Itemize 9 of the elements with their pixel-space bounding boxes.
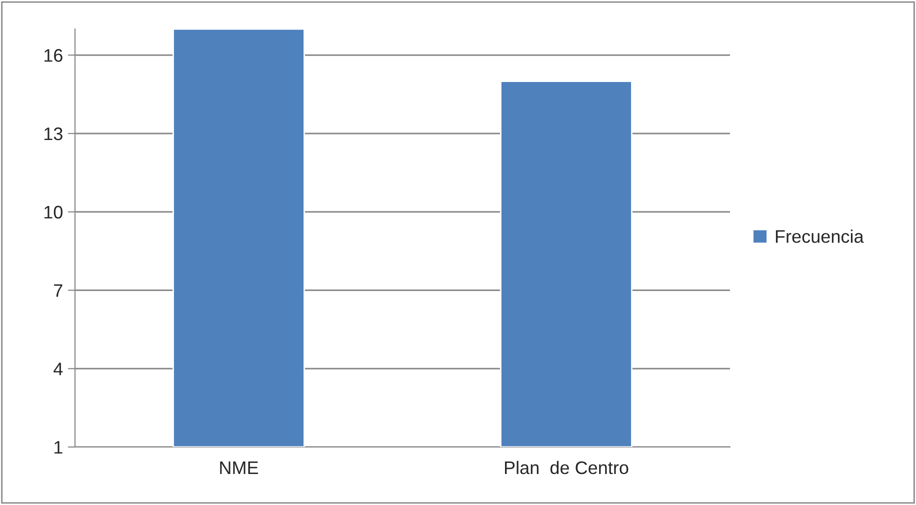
- legend-label: Frecuencia: [776, 230, 864, 243]
- x-tick-label: Plan de Centro: [505, 460, 628, 474]
- y-tick-label: 1: [54, 441, 62, 454]
- y-tick-label: 13: [44, 127, 62, 140]
- y-tick-label: 7: [54, 284, 62, 297]
- y-tick-label: 16: [44, 49, 62, 62]
- y-tick-label: 10: [44, 206, 62, 219]
- y-tick-label: 4: [54, 362, 63, 376]
- x-tick-label: NME: [220, 462, 258, 474]
